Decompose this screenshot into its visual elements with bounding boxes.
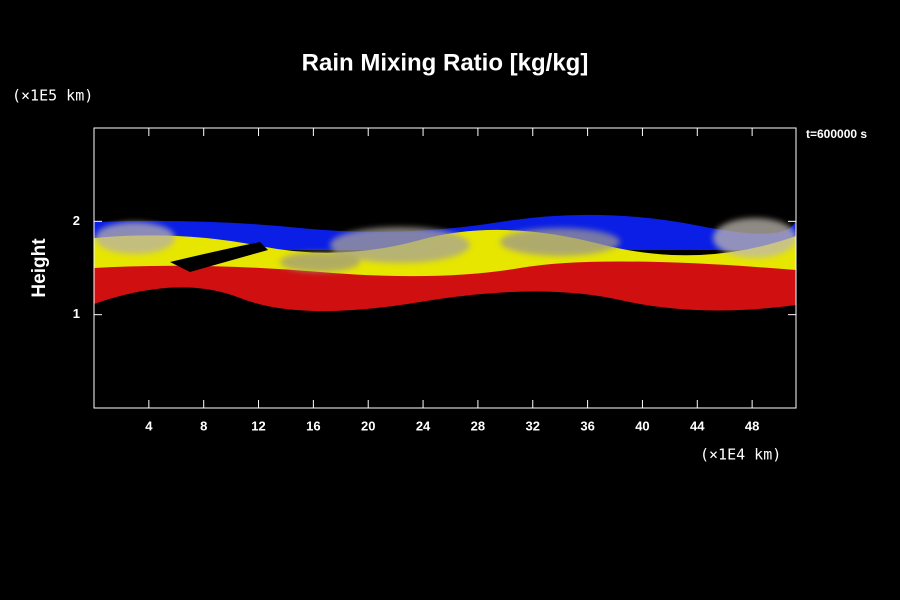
x-tick-label: 20 <box>361 418 375 433</box>
y-tick-label: 1 <box>73 306 80 321</box>
x-tick-label: 16 <box>306 418 320 433</box>
x-tick-label: 48 <box>745 418 759 433</box>
x-tick-label: 8 <box>200 418 207 433</box>
x-tick-label: 4 <box>145 418 153 433</box>
rain-field <box>94 214 796 312</box>
y-tick-label: 2 <box>73 213 80 228</box>
field-clouds <box>95 218 796 272</box>
x-tick-label: 36 <box>580 418 594 433</box>
x-tick-label: 24 <box>416 418 431 433</box>
x-tick-label: 32 <box>526 418 540 433</box>
x-tick-label: 44 <box>690 418 705 433</box>
field-red <box>94 261 796 312</box>
x-tick-label: 28 <box>471 418 485 433</box>
time-annotation: t=600000 s <box>806 127 867 141</box>
chart-title: Rain Mixing Ratio [kg/kg] <box>302 49 589 76</box>
x-tick-label: 40 <box>635 418 649 433</box>
field-gap <box>170 242 268 272</box>
y-unit: (×1E5 km) <box>12 87 93 105</box>
x-unit: (×1E4 km) <box>700 446 781 464</box>
y-axis-title: Height <box>29 238 50 298</box>
x-tick-label: 12 <box>251 418 265 433</box>
plot-frame <box>93 127 797 409</box>
